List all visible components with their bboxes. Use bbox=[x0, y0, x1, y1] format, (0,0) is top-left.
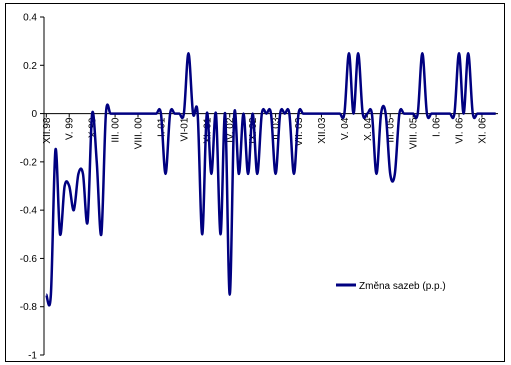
y-tick-label: 0 bbox=[31, 109, 37, 120]
x-tick-label: I. 06 bbox=[432, 117, 443, 137]
x-tick-label: VI. 06 bbox=[455, 117, 466, 144]
x-tick-label: III. 00 bbox=[111, 117, 122, 142]
y-tick-label: -0.2 bbox=[20, 157, 38, 168]
series-layer bbox=[45, 51, 496, 307]
x-tick-label: V. 04 bbox=[340, 117, 351, 140]
x-tick-label: VIII. 05 bbox=[409, 117, 420, 149]
y-tick-label: -0.8 bbox=[20, 302, 38, 313]
y-tick-label: 0.4 bbox=[23, 13, 37, 24]
x-tick-label: III. 05 bbox=[386, 117, 397, 142]
x-tick-label: VIII. 00 bbox=[134, 117, 145, 149]
x-tick-label: VI-01 bbox=[179, 117, 190, 141]
x-tick-label: XII.03 bbox=[317, 117, 328, 144]
series-line bbox=[45, 51, 496, 307]
x-tick-label: II. 03 bbox=[271, 117, 282, 140]
x-tick-label: XI. 06 bbox=[477, 117, 488, 144]
x-tick-label: V. 99 bbox=[65, 117, 76, 140]
legend: Změna sazeb (p.p.) bbox=[336, 281, 446, 292]
x-tick-label: X.99 bbox=[88, 117, 99, 138]
x-tick-label: X. 04 bbox=[363, 117, 374, 141]
y-tick-label: -0.4 bbox=[20, 206, 38, 217]
x-tick-label: XII.98 bbox=[42, 117, 53, 144]
y-tick-label: -1 bbox=[28, 351, 37, 362]
x-tick-label: VII. 03 bbox=[294, 117, 305, 146]
x-tick-label: IV. 02 bbox=[225, 117, 236, 143]
y-tick-label: -0.6 bbox=[20, 254, 38, 265]
y-tick-label: 0.2 bbox=[23, 61, 37, 72]
axes-layer: 0.4 0.2 0 -0.2 -0.4 -0.6 -0.8 -1 XII.98 V. 99 X.99… bbox=[20, 13, 498, 362]
legend-label: Změna sazeb (p.p.) bbox=[359, 281, 446, 292]
